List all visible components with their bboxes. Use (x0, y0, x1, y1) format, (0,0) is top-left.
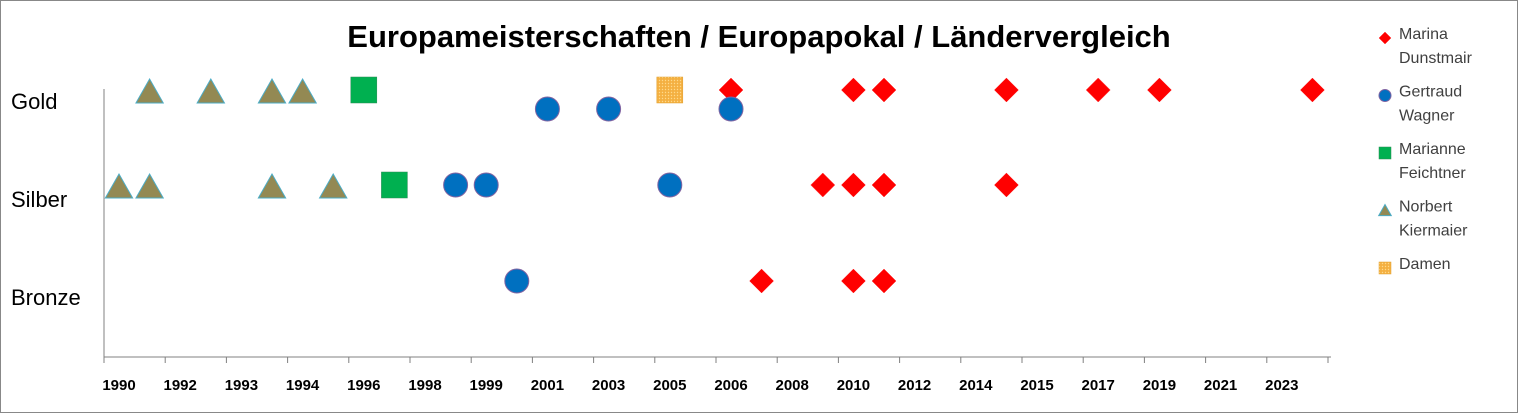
data-point-marianne-feichtner (381, 171, 408, 199)
x-tick-label: 2015 (1020, 377, 1053, 394)
x-tick-label: 2006 (714, 377, 747, 394)
x-tick-label: 1990 (102, 377, 135, 394)
data-point-marina-dunstmair (871, 268, 897, 294)
x-tick-label: 1999 (470, 377, 503, 394)
legend-label-norbert-kiermaier: Norbert Kiermaier (1399, 199, 1468, 240)
data-point-norbert-kiermaier (257, 77, 287, 104)
chart-title: Europameisterschaften / Europapokal / Lä… (347, 19, 1170, 54)
data-point-marina-dunstmair (994, 77, 1019, 103)
data-point-marina-dunstmair (841, 77, 866, 103)
data-point-norbert-kiermaier (135, 77, 165, 104)
y-label-gold: Gold (11, 89, 57, 114)
axes (103, 89, 1331, 363)
legend-label-marianne-feichtner: Marianne Feichtner (1399, 141, 1466, 182)
x-tick-label: 2003 (592, 377, 625, 394)
legend-marker-marianne-feichtner (1378, 146, 1392, 160)
data-point-marina-dunstmair (1085, 77, 1111, 103)
x-tick-label: 2017 (1082, 377, 1115, 394)
data-point-norbert-kiermaier (104, 172, 134, 199)
x-tick-label: 2019 (1143, 377, 1176, 394)
data-point-gertraud-wagner (473, 172, 499, 198)
data-point-gertraud-wagner (534, 96, 560, 122)
y-label-bronze: Bronze (11, 285, 81, 310)
data-point-norbert-kiermaier (196, 77, 226, 104)
x-tick-label: 2021 (1204, 377, 1237, 394)
data-point-marina-dunstmair (1300, 77, 1325, 103)
data-point-gertraud-wagner (718, 96, 744, 122)
x-tick-label: 1993 (225, 377, 258, 394)
data-point-gertraud-wagner (443, 172, 469, 198)
data-marks (104, 76, 1325, 294)
x-tick-label: 2008 (776, 377, 809, 394)
data-point-marina-dunstmair (871, 172, 897, 198)
x-tick-label: 2001 (531, 377, 564, 394)
data-point-marina-dunstmair (810, 172, 836, 198)
y-axis-labels: Gold Silber Bronze (11, 89, 81, 310)
data-point-damen (656, 76, 684, 104)
data-point-norbert-kiermaier (135, 172, 165, 199)
x-tick-label: 2014 (959, 377, 993, 394)
x-tick-label: 1992 (164, 377, 197, 394)
x-tick-label: 1998 (408, 377, 441, 394)
data-point-norbert-kiermaier (288, 77, 318, 104)
data-point-marina-dunstmair (841, 268, 866, 294)
data-point-gertraud-wagner (596, 96, 622, 122)
data-point-marina-dunstmair (871, 77, 897, 103)
data-point-marianne-feichtner (350, 76, 378, 104)
x-tick-label: 2012 (898, 377, 931, 394)
legend-marker-gertraud-wagner (1378, 89, 1392, 102)
legend-marker-damen (1378, 261, 1392, 275)
legend-label-gertraud-wagner: Gertraud Wagner (1399, 84, 1462, 125)
legend-marker-marina-dunstmair (1378, 31, 1392, 45)
data-point-marina-dunstmair (1147, 77, 1172, 103)
data-point-marina-dunstmair (841, 172, 866, 198)
data-point-norbert-kiermaier (257, 172, 287, 199)
x-tick-label: 2010 (837, 377, 870, 394)
x-tick-label: 1994 (286, 377, 320, 394)
legend: Marina Dunstmair Gertraud Wagner Marianne Fei… (1377, 26, 1473, 275)
legend-label-damen: Damen (1399, 256, 1451, 273)
data-point-gertraud-wagner (657, 172, 683, 198)
x-axis-labels: 1990 1992 1993 1994 1996 1998 1999 2001 2003 2005… (102, 377, 1298, 394)
data-point-marina-dunstmair (994, 172, 1019, 198)
y-label-silber: Silber (11, 187, 67, 212)
legend-label-marina-dunstmair: Marina Dunstmair (1399, 26, 1473, 67)
x-tick-label: 2005 (653, 377, 686, 394)
data-point-marina-dunstmair (749, 268, 774, 294)
data-point-norbert-kiermaier (318, 172, 348, 199)
x-tick-label: 1996 (347, 377, 380, 394)
x-tick-label: 2023 (1265, 377, 1298, 394)
legend-marker-norbert-kiermaier (1377, 203, 1393, 217)
data-point-gertraud-wagner (504, 268, 530, 294)
